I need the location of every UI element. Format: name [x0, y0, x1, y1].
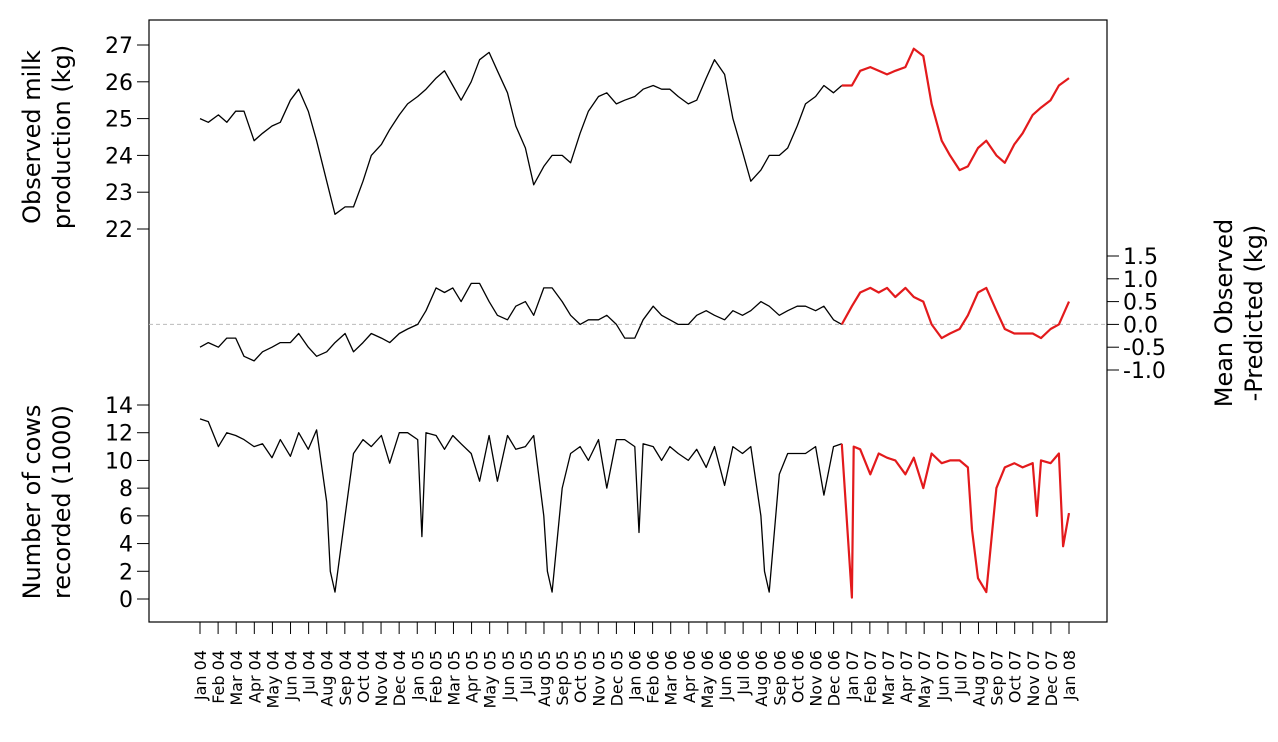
x-tick-label: Dec 05	[607, 650, 626, 706]
x-tick-label: May 07	[915, 650, 934, 709]
x-tick-label: Apr 05	[463, 650, 482, 703]
residual-y-tick-label: -0.5	[1123, 336, 1166, 361]
x-tick-label: May 04	[263, 650, 282, 709]
residual-y-tick-label: -1.0	[1123, 359, 1166, 384]
x-tick-label: Jan 05	[408, 650, 427, 701]
x-tick-label: Jul 04	[300, 650, 319, 696]
residual-y-tick-label: 0.0	[1123, 313, 1158, 338]
x-tick-label: Apr 04	[245, 650, 264, 703]
x-tick-label: Oct 07	[1006, 650, 1025, 703]
milk-y-tick-label: 24	[105, 144, 133, 169]
residual-forecast-line	[840, 286, 1071, 340]
cows-y-axis-label: recorded (1000)	[48, 405, 76, 599]
x-tick-label: Jan 08	[1060, 650, 1079, 701]
x-tick-label: Nov 04	[372, 650, 391, 707]
cows-y-tick-label: 0	[119, 588, 133, 613]
milk-y-tick-label: 26	[105, 71, 133, 96]
x-tick-label: Jan 06	[626, 650, 645, 701]
x-tick-label: May 06	[698, 650, 717, 709]
x-tick-label: Jun 05	[499, 650, 518, 701]
x-tick-label: Apr 06	[680, 650, 699, 703]
x-tick-label: Jun 04	[282, 650, 301, 701]
x-tick-label: Sep 07	[988, 650, 1007, 706]
x-tick-label: Nov 07	[1024, 650, 1043, 707]
x-tick-label: Jul 06	[734, 650, 753, 696]
x-tick-label: Jul 05	[517, 650, 536, 696]
milk-y-axis-label: Observed milk	[18, 50, 46, 224]
x-tick-label: Dec 07	[1042, 650, 1061, 706]
x-tick-label: May 05	[481, 650, 500, 709]
x-tick-label: Aug 06	[752, 650, 771, 707]
cows-y-tick-label: 2	[119, 560, 133, 585]
cows-forecast-line	[840, 443, 1071, 599]
x-tick-label: Jun 07	[933, 650, 952, 701]
milk-y-tick-label: 23	[105, 181, 133, 206]
cows-y-tick-label: 8	[119, 477, 133, 502]
x-tick-label: Nov 06	[807, 650, 826, 707]
x-tick-label: Dec 04	[390, 650, 409, 706]
cows-y-tick-label: 10	[105, 449, 133, 474]
x-tick-label: Jul 07	[951, 650, 970, 696]
x-tick-label: Aug 05	[535, 650, 554, 707]
cows-y-tick-label: 12	[105, 422, 133, 447]
cows-y-tick-label: 14	[105, 394, 133, 419]
x-tick-label: Feb 05	[426, 650, 445, 704]
x-tick-label: Nov 05	[589, 650, 608, 707]
residual-y-tick-label: 1.5	[1123, 245, 1158, 270]
x-tick-label: Feb 06	[644, 650, 663, 704]
milk-y-tick-label: 27	[105, 34, 133, 59]
residual-y-tick-label: 0.5	[1123, 291, 1158, 316]
milk-observed-line	[199, 51, 843, 215]
x-tick-label: Mar 05	[444, 650, 463, 706]
cows-y-tick-label: 4	[119, 533, 133, 558]
milk-forecast-line	[841, 47, 1070, 172]
x-tick-label: Sep 04	[336, 650, 355, 706]
x-tick-label: Jan 07	[843, 650, 862, 701]
x-tick-label: Oct 04	[354, 650, 373, 703]
x-tick-label: Mar 06	[662, 650, 681, 706]
x-tick-label: Sep 05	[553, 650, 572, 706]
x-tick-label: Dec 06	[825, 650, 844, 706]
x-tick-label: Jun 06	[716, 650, 735, 701]
cows-observed-line	[199, 418, 843, 593]
x-tick-label: Mar 04	[227, 650, 246, 706]
milk-y-tick-label: 25	[105, 108, 133, 133]
milk-y-tick-label: 22	[105, 218, 133, 243]
residual-y-axis-label: -Predicted (kg)	[1240, 225, 1268, 402]
x-tick-label: Apr 07	[897, 650, 916, 703]
x-tick-label: Oct 06	[788, 650, 807, 703]
residual-observed-line	[199, 282, 843, 362]
cows-y-axis-label: Number of cows	[18, 405, 46, 600]
milk-y-axis-label: production (kg)	[48, 45, 76, 229]
x-tick-label: Aug 04	[318, 650, 337, 707]
x-tick-label: Feb 07	[861, 650, 880, 704]
x-tick-label: Feb 04	[209, 650, 228, 704]
x-tick-label: Aug 07	[969, 650, 988, 707]
residual-y-tick-label: 1.0	[1123, 268, 1158, 293]
residual-y-axis-label: Mean Observed	[1210, 219, 1238, 407]
x-tick-label: Oct 05	[571, 650, 590, 703]
x-tick-label: Jan 04	[191, 650, 210, 701]
cows-y-tick-label: 6	[119, 505, 133, 530]
x-tick-label: Mar 07	[879, 650, 898, 706]
x-tick-label: Sep 06	[770, 650, 789, 706]
